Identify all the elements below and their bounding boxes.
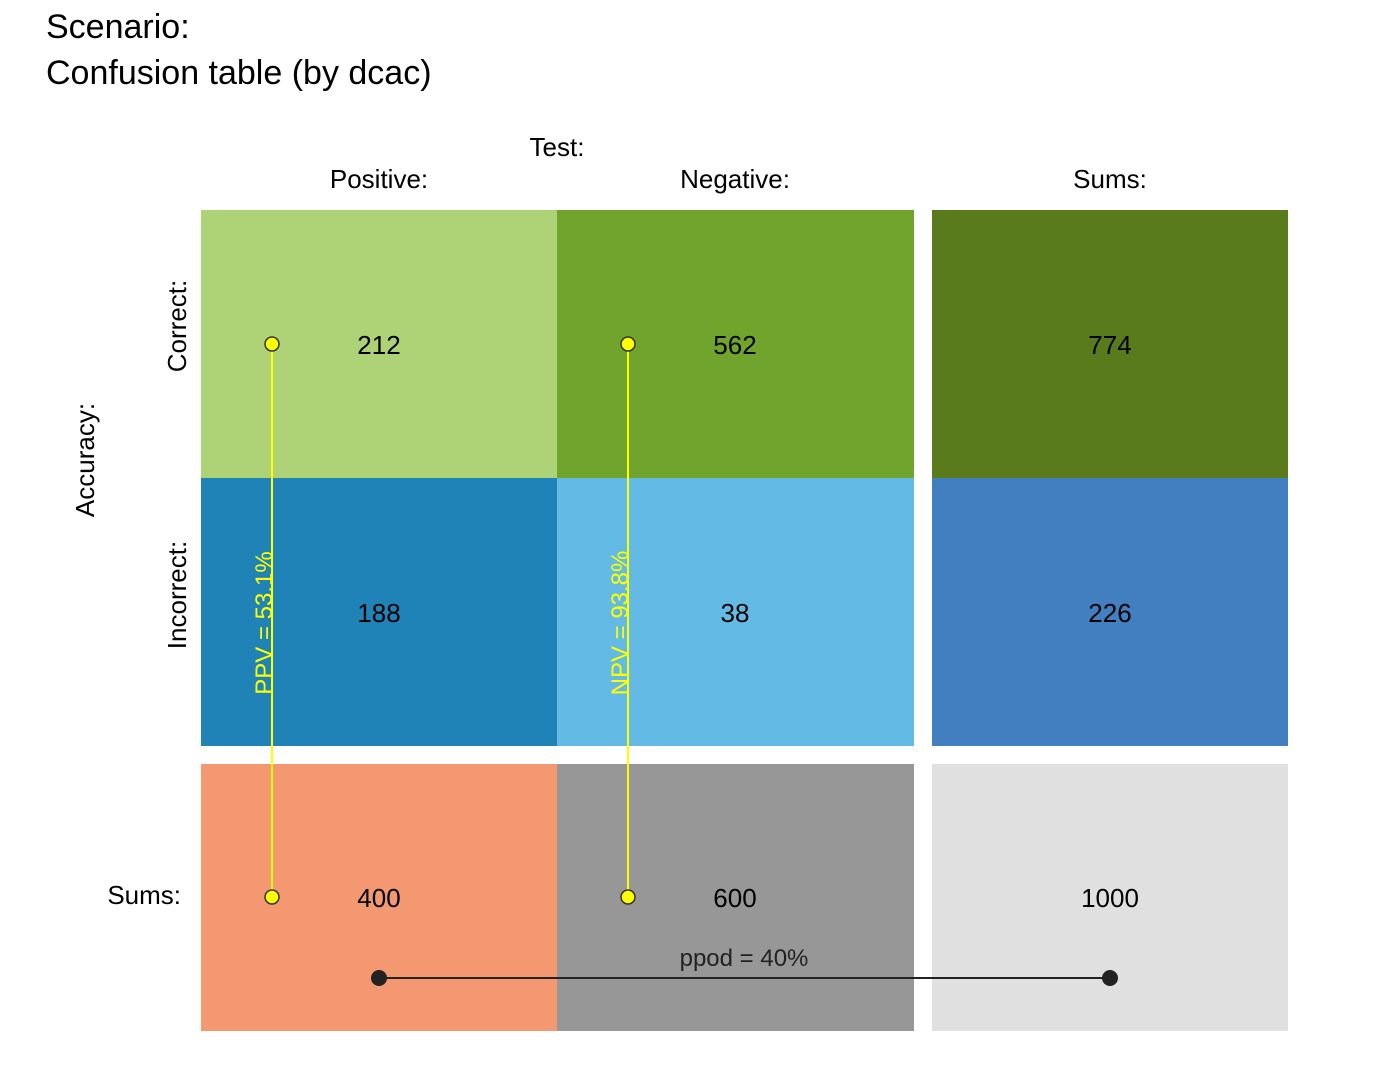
npv-label: NPV = 93.8% <box>607 551 634 696</box>
ppv-point-bottom <box>264 889 280 905</box>
ppv-label: PPV = 53.1% <box>251 551 278 694</box>
column-label-positive: Positive: <box>330 164 428 194</box>
ppod-point-right <box>1102 970 1118 986</box>
accuracy-axis-label: Accuracy: <box>70 403 100 517</box>
cell-sums-positive <box>201 764 557 1031</box>
cell-value-sums-positive: 400 <box>357 883 400 913</box>
cell-incorrect-negative <box>557 478 914 746</box>
cell-value-sums-negative: 600 <box>713 883 756 913</box>
annotation-layer: PPV = 53.1% NPV = 93.8% ppod = 40% <box>251 336 1118 986</box>
cell-incorrect-sums <box>932 478 1288 746</box>
column-label-sums: Sums: <box>1073 164 1147 194</box>
ppod-label: ppod = 40% <box>680 945 809 972</box>
npv-point-bottom <box>620 889 636 905</box>
cells-layer: 212 562 774 188 38 226 400 600 1000 <box>201 210 1288 1031</box>
cell-sums-sums <box>932 764 1288 1031</box>
ppod-point-left <box>371 970 387 986</box>
ppv-point-top <box>264 336 280 352</box>
cell-value-incorrect-positive: 188 <box>357 598 400 628</box>
row-label-sums: Sums: <box>107 880 181 910</box>
cell-value-incorrect-sums: 226 <box>1088 598 1131 628</box>
npv-point-top <box>620 336 636 352</box>
chart-title-line1: Scenario: <box>46 8 190 46</box>
chart-title-line2: Confusion table (by dcac) <box>46 54 432 92</box>
cell-correct-positive <box>201 210 557 478</box>
cell-correct-negative <box>557 210 914 478</box>
cell-sums-negative <box>557 764 914 1031</box>
cell-value-incorrect-negative: 38 <box>721 598 750 628</box>
cell-value-correct-negative: 562 <box>713 330 756 360</box>
test-axis-label: Test: <box>530 132 585 162</box>
cell-value-correct-positive: 212 <box>357 330 400 360</box>
cell-correct-sums <box>932 210 1288 478</box>
row-label-incorrect: Incorrect: <box>162 541 192 649</box>
column-label-negative: Negative: <box>680 164 790 194</box>
cell-incorrect-positive <box>201 478 557 746</box>
row-label-correct: Correct: <box>162 280 192 372</box>
cell-value-correct-sums: 774 <box>1088 330 1131 360</box>
cell-value-sums-sums: 1000 <box>1081 883 1139 913</box>
